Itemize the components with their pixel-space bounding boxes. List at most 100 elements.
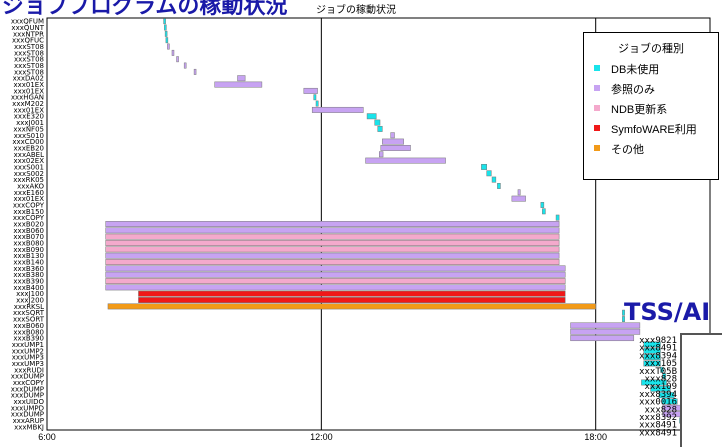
y-tick-label: xxxCOPY: [13, 214, 45, 222]
y-tick-label: xxxB380: [13, 271, 44, 279]
job-bar: [303, 87, 318, 94]
job-bar: [237, 75, 246, 82]
y-tick-label: xxxRK05: [13, 176, 44, 184]
y-tick-label: xxxS002: [14, 170, 44, 178]
legend-item-ndb-update: NDB更新系: [584, 99, 718, 119]
y-tick-label: xxxB020: [13, 221, 44, 229]
job-bar: [105, 221, 560, 227]
legend-label: 参照のみ: [611, 84, 655, 96]
job-bar: [167, 43, 170, 50]
job-bars: [105, 18, 686, 430]
x-tick-label: 12:00: [310, 432, 333, 442]
y-tick-label: xxxJ200: [16, 297, 44, 305]
job-bar: [650, 385, 671, 392]
job-bar: [660, 366, 664, 373]
tss-overlay-panel: [680, 333, 722, 447]
y-tick-label: xxxM202: [12, 100, 44, 108]
y-axis-labels: xxxQFUMxxxQUNTxxxNTPRxxxQFUCxxxST08xxxST…: [11, 18, 45, 432]
job-bar: [163, 18, 166, 25]
job-bar: [105, 227, 560, 234]
y-tick-label: xxxB130: [13, 252, 44, 260]
y-tick-label: xxxCOPY: [13, 379, 45, 387]
y-tick-label: xxxHGAN: [11, 94, 44, 102]
job-bar: [193, 68, 197, 75]
job-bar: [643, 354, 661, 361]
y-tick-label: xxxABEL: [14, 151, 44, 159]
legend-swatch: [594, 125, 600, 131]
y-tick-label: xxxB400: [13, 284, 44, 292]
y-tick-label: xxxQFUM: [11, 18, 44, 26]
y-tick-label: xxxDUMP: [11, 411, 44, 419]
job-bar: [164, 30, 168, 37]
job-bar: [491, 176, 497, 183]
y-tick-label: xxxE160: [14, 189, 44, 197]
y-tick-label: xxxRKSL: [14, 303, 44, 311]
y-tick-label: xxxB140: [13, 259, 44, 267]
x-tick-label: 6:00: [38, 432, 56, 442]
legend-item-read-only: 参照のみ: [584, 79, 718, 99]
job-bar: [138, 290, 566, 297]
job-bar: [662, 404, 682, 411]
job-bar: [643, 360, 661, 367]
y-tick-label: xxxUMP3: [12, 354, 44, 362]
job-bar: [374, 119, 381, 126]
legend-item-db-unused: DB未使用: [584, 59, 718, 79]
legend-label: DB未使用: [611, 64, 660, 76]
y-tick-label: xxxST08: [14, 62, 44, 70]
legend-swatch: [594, 85, 600, 91]
job-bar: [643, 347, 661, 354]
y-tick-label: xxxRUDI: [14, 366, 44, 374]
job-bar: [138, 297, 566, 304]
job-bar: [105, 240, 560, 246]
y-tick-label: xxxB060: [13, 322, 44, 330]
legend-label: その他: [611, 144, 644, 156]
y-tick-label: xxxAKO: [17, 182, 44, 190]
y-tick-label: xxxDUMP: [11, 392, 44, 400]
legend-label: NDB更新系: [611, 104, 668, 116]
job-bar: [661, 398, 678, 405]
y-tick-label: xxxS001: [14, 163, 44, 171]
y-tick-label: xxxUMP3: [12, 360, 44, 368]
y-tick-label: xxxEB20: [13, 144, 44, 152]
job-bar: [107, 303, 596, 310]
y-tick-label: xxxMBKJ: [14, 423, 44, 431]
job-bar: [105, 271, 566, 278]
job-bar: [542, 208, 546, 215]
job-bar: [164, 24, 167, 31]
job-bar: [105, 284, 566, 291]
job-bar: [365, 157, 446, 164]
y-tick-label: xxxARUP: [13, 417, 44, 425]
y-tick-label: xxxUMP2: [12, 347, 44, 355]
legend: ジョブの種別 DB未使用 参照のみ NDB更新系 SymfoWARE利用 その他: [583, 32, 719, 180]
job-bar: [570, 335, 635, 342]
y-tick-label: xxxDUMP: [11, 373, 44, 381]
y-tick-label: xxxNTPR: [13, 30, 44, 38]
job-bar: [171, 49, 175, 56]
y-tick-label: xxx01EX: [13, 81, 44, 89]
y-tick-label: xxxCOPY: [13, 201, 45, 209]
y-tick-label: xxxNF05: [13, 125, 44, 133]
y-tick-label: xxx01EX: [13, 87, 44, 95]
y-tick-label: xxxUMPD: [11, 404, 44, 412]
y-tick-label: xxxJ001: [16, 119, 44, 127]
legend-swatch: [594, 145, 600, 151]
job-bar: [486, 170, 492, 177]
job-bar: [555, 214, 560, 221]
job-bar: [165, 37, 169, 44]
legend-swatch: [594, 105, 600, 111]
y-tick-label: xxxDUMP: [11, 385, 44, 393]
job-bar: [379, 151, 384, 158]
job-bar: [517, 189, 521, 196]
y-tick-label: xxxUIDO: [13, 398, 44, 406]
y-tick-label: xxxST08: [14, 49, 44, 57]
job-bar: [511, 195, 526, 202]
job-bar: [105, 278, 566, 284]
y-tick-label: xxxB390: [13, 335, 44, 343]
y-tick-label: xxxDA02: [13, 75, 44, 83]
job-bar: [366, 113, 377, 120]
legend-item-other: その他: [584, 139, 718, 159]
y-tick-label: xxxB360: [13, 265, 44, 273]
legend-title: ジョブの種別: [618, 43, 684, 55]
job-bar: [105, 246, 560, 253]
y-tick-label: xxxSORT: [13, 316, 45, 324]
